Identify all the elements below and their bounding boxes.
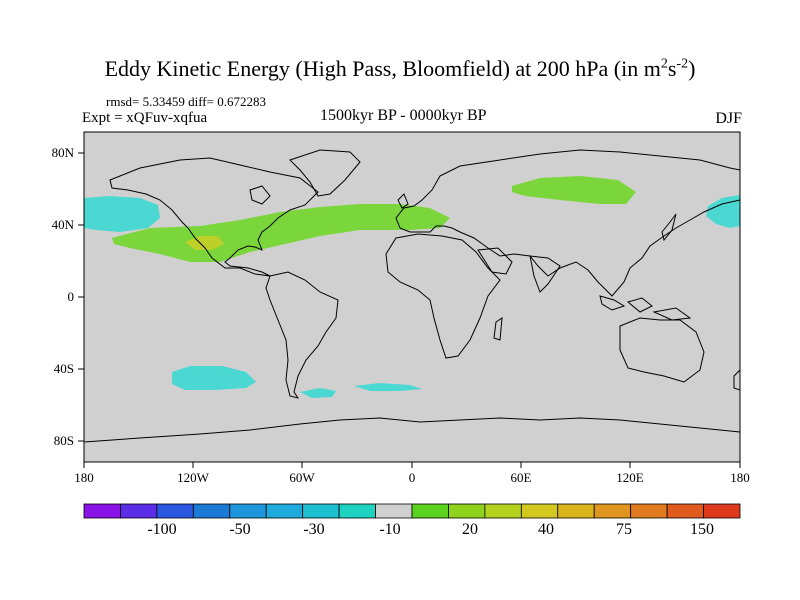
lon-label-0: 0 [408, 470, 416, 485]
period-label: 1500kyr BP - 0000kyr BP [320, 107, 487, 124]
colorbar-swatch [192, 503, 231, 519]
colorbar-swatch [484, 503, 522, 519]
lat-label-40s: 40S [53, 361, 74, 376]
colorbar-swatch [83, 503, 121, 519]
colorbar-label-75: 75 [616, 521, 632, 538]
lat-label-80s: 80S [53, 433, 74, 448]
colorbar-swatch [156, 503, 194, 519]
lon-label-120w: 120W [177, 470, 209, 485]
colorbar-swatch [229, 503, 267, 519]
north-pacific-negative [84, 196, 160, 232]
colorbar-swatch [265, 503, 304, 519]
south-atlantic-negative-1 [300, 388, 336, 398]
colorbar-swatch [666, 503, 704, 519]
colorbar-swatch [630, 503, 668, 519]
lon-label-180e: 180 [730, 470, 750, 485]
colorbar-label-40: 40 [538, 521, 554, 538]
lon-label-60e: 60E [510, 470, 532, 485]
colorbar-label-minus10: -10 [379, 521, 401, 538]
statistics-text: rmsd= 5.33459 diff= 0.672283 [106, 94, 266, 109]
colorbar-swatch [703, 503, 741, 519]
colorbar-swatch [557, 503, 595, 519]
season-label: DJF [715, 110, 742, 127]
colorbar-swatch [120, 503, 158, 519]
colorbar-swatch [448, 503, 486, 519]
colorbar-swatch [520, 503, 559, 519]
colorbar-swatch [302, 503, 340, 519]
mexico-positive-core [185, 236, 224, 250]
siberia-positive [512, 176, 636, 204]
south-atlantic-negative-2 [354, 383, 422, 391]
colorbar-label-20: 20 [462, 521, 478, 538]
east-pacific-negative [706, 195, 740, 228]
map-background [84, 132, 740, 462]
colorbar-swatch [593, 503, 632, 519]
colorbar-swatch [338, 503, 376, 519]
lat-label-80n: 80N [51, 145, 74, 160]
lon-label-120e: 120E [616, 470, 644, 485]
lon-label-180w: 180 [74, 470, 94, 485]
colorbar-label-minus30: -30 [303, 521, 325, 538]
coastlines [84, 149, 740, 443]
colorbar-label-minus50: -50 [229, 521, 251, 538]
south-pacific-negative [172, 366, 256, 390]
colorbar [83, 503, 741, 519]
lat-label-0: 0 [67, 289, 75, 304]
experiment-label: Expt = xQFuv-xqfua [82, 110, 208, 126]
colorbar-label-150: 150 [690, 521, 714, 538]
colorbar-label-minus100: -100 [147, 521, 177, 538]
axis-ticks [78, 152, 741, 468]
colorbar-swatch [375, 503, 413, 519]
figure-title: Eddy Kinetic Energy (High Pass, Bloomfie… [104, 56, 696, 81]
lat-label-40n: 40N [51, 217, 74, 232]
lon-label-60w: 60W [289, 470, 315, 485]
colorbar-swatch [411, 503, 449, 519]
